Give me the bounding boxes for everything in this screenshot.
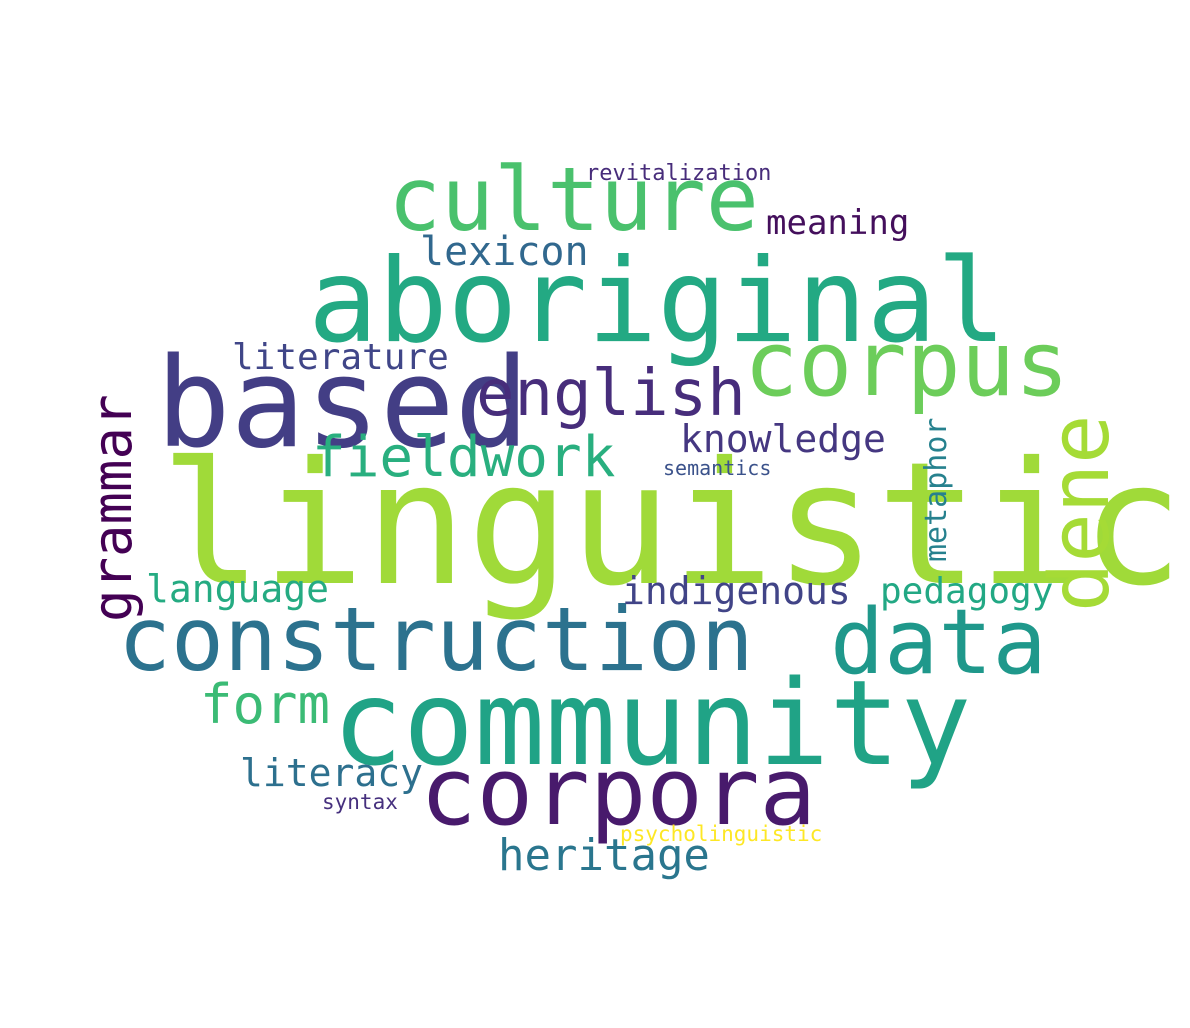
word-grammar: grammar: [81, 394, 144, 622]
word-semantics: semantics: [663, 456, 772, 480]
word-syntax: syntax: [322, 790, 398, 814]
word-knowledge: knowledge: [680, 417, 886, 461]
word-language: language: [146, 567, 330, 611]
word-literature: literature: [232, 337, 449, 378]
word-aboriginal: aboriginal: [308, 234, 1007, 369]
word-culture: culture: [388, 148, 759, 251]
word-literacy: literacy: [240, 751, 424, 795]
word-community: community: [332, 654, 972, 792]
word-pedagogy: pedagogy: [880, 571, 1054, 612]
word-english: english: [476, 357, 746, 431]
word-indigenous: indigenous: [622, 569, 851, 613]
word-corpus: corpus: [744, 312, 1070, 417]
word-data: data: [830, 590, 1047, 695]
word-psycholinguistic: psycholinguistic: [620, 822, 823, 846]
word-based: based: [156, 332, 530, 476]
word-revitalization: revitalization: [586, 161, 772, 186]
word-meaning: meaning: [766, 203, 910, 243]
word-heritage: heritage: [498, 830, 710, 881]
word-lexicon: lexicon: [420, 229, 589, 275]
word-fieldwork: fieldwork: [312, 425, 616, 490]
word-construction: construction: [118, 588, 754, 691]
word-linguistic: linguistic: [160, 426, 1184, 624]
word-corpora: corpora: [420, 738, 817, 847]
word-form: form: [200, 673, 331, 736]
word-metaphor: metaphor: [919, 417, 954, 563]
